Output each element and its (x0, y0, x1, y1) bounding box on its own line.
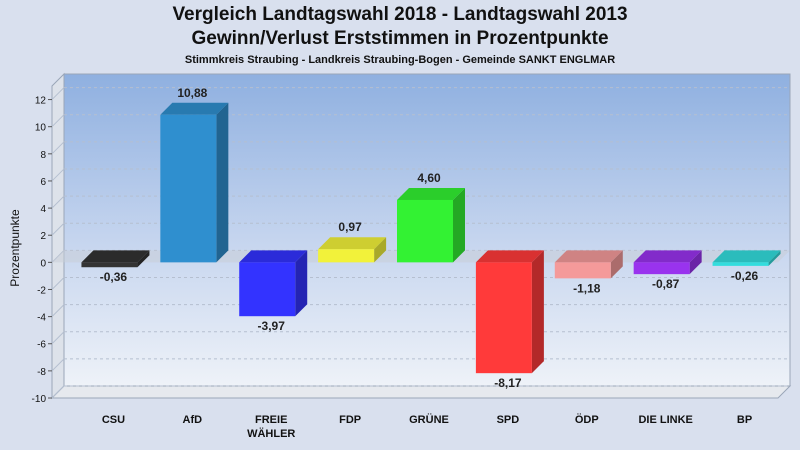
gridline-side (51, 277, 65, 290)
bar (160, 114, 217, 263)
data-label: -0,87 (652, 277, 680, 291)
data-label: 0,97 (338, 220, 362, 234)
bar-side (531, 250, 544, 374)
x-tick-label: AfD (183, 414, 203, 426)
y-tick-label: -6 (37, 340, 46, 351)
bar-top (160, 102, 229, 115)
bar-side (374, 237, 387, 263)
bar (554, 262, 611, 279)
gridline-side (51, 331, 65, 345)
bar (633, 262, 690, 275)
chart-subtitle: Stimmkreis Straubing - Landkreis Straubi… (184, 54, 616, 66)
bar (81, 262, 138, 268)
y-tick-label: -8 (37, 367, 46, 378)
bar-top (712, 250, 781, 263)
data-label: -0,36 (100, 270, 128, 284)
chart-title-line-1: Vergleich Landtagswahl 2018 - Landtagswa… (172, 4, 628, 25)
y-tick-label: -2 (37, 285, 46, 296)
x-tick-label: GRÜNE (409, 413, 449, 426)
bar-side (610, 250, 623, 279)
bar-side (768, 250, 781, 266)
bar-top (554, 250, 623, 263)
data-label: -8,17 (494, 376, 522, 390)
bar-side (453, 187, 465, 263)
chart-title-line-2: Gewinn/Verlust Erststimmen in Prozentpun… (191, 28, 609, 49)
gridline-side (51, 114, 65, 128)
data-label: 4,60 (417, 171, 441, 185)
bar-top (239, 250, 308, 263)
data-label: -0,26 (731, 269, 759, 283)
bar (712, 262, 769, 266)
gridline-side (51, 385, 65, 399)
x-tick-label: WÄHLER (247, 427, 295, 440)
data-label: -1,18 (573, 281, 601, 295)
x-tick-label: SPD (497, 414, 520, 426)
x-tick-label: CSU (102, 414, 125, 426)
gridline-side (51, 222, 65, 236)
bar-side (137, 250, 150, 268)
data-label: -3,97 (258, 319, 286, 333)
y-tick-label: 2 (40, 231, 46, 242)
gridline-side (51, 141, 65, 155)
y-tick-label: 10 (35, 123, 47, 134)
y-tick-label: -4 (37, 313, 46, 324)
x-tick-label: DIE LINKE (638, 414, 692, 426)
gridline-side (51, 358, 65, 372)
y-tick-label: -10 (32, 394, 47, 405)
bar-top (397, 187, 465, 200)
y-tick-label: 0 (40, 258, 46, 269)
x-tick-label: FDP (339, 414, 361, 426)
bar (475, 262, 532, 374)
bar-side (689, 250, 702, 275)
y-tick-label: 8 (40, 150, 46, 161)
bar-top (633, 250, 702, 263)
gridline-side (51, 304, 65, 317)
y-tick-label: 12 (35, 96, 47, 107)
bar-top (318, 237, 387, 250)
bar-top (81, 250, 150, 263)
x-tick-label: FREIE (255, 414, 287, 426)
bar (397, 199, 453, 263)
y-tick-label: 6 (40, 177, 46, 188)
bar-side (295, 250, 308, 317)
left-wall (51, 72, 65, 400)
gridline-side (51, 87, 65, 100)
floor (50, 385, 792, 399)
gridline-side (51, 168, 65, 182)
bar (318, 249, 375, 263)
bar (239, 262, 296, 317)
bar-top (475, 250, 544, 263)
gridline-side (51, 195, 65, 209)
x-tick-label: ÖDP (575, 413, 599, 426)
x-tick-label: BP (737, 414, 752, 426)
data-label: 10,88 (177, 86, 207, 100)
bar-side (216, 102, 229, 263)
y-tick-label: 4 (40, 204, 46, 215)
